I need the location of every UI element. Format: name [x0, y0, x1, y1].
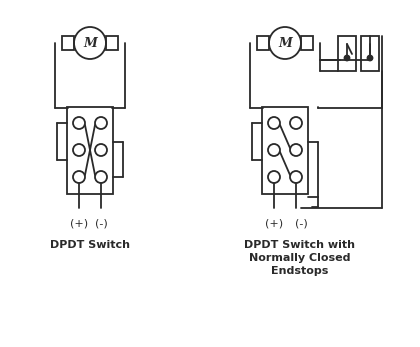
Text: (-): (-) [94, 218, 108, 228]
Circle shape [73, 144, 85, 156]
Bar [301, 36, 313, 50]
Bar [67, 107, 113, 194]
Text: M: M [278, 36, 292, 50]
Text: M: M [83, 36, 97, 50]
Circle shape [268, 144, 280, 156]
Text: (+): (+) [70, 218, 88, 228]
Bar [257, 36, 269, 50]
Circle shape [73, 117, 85, 129]
Circle shape [368, 56, 373, 60]
Circle shape [344, 56, 349, 60]
Circle shape [95, 117, 107, 129]
Bar [338, 36, 356, 71]
Circle shape [95, 144, 107, 156]
Circle shape [290, 171, 302, 183]
Text: (-): (-) [294, 218, 307, 228]
Bar [361, 36, 379, 71]
Circle shape [74, 27, 106, 59]
Bar [62, 36, 74, 50]
Circle shape [268, 117, 280, 129]
Text: (+): (+) [265, 218, 283, 228]
Circle shape [290, 117, 302, 129]
Circle shape [269, 27, 301, 59]
Text: DPDT Switch with
Normally Closed
Endstops: DPDT Switch with Normally Closed Endstop… [244, 240, 355, 277]
Circle shape [268, 171, 280, 183]
Bar [262, 107, 308, 194]
Bar [106, 36, 118, 50]
Circle shape [290, 144, 302, 156]
Circle shape [95, 171, 107, 183]
Circle shape [73, 171, 85, 183]
Text: DPDT Switch: DPDT Switch [50, 240, 130, 250]
